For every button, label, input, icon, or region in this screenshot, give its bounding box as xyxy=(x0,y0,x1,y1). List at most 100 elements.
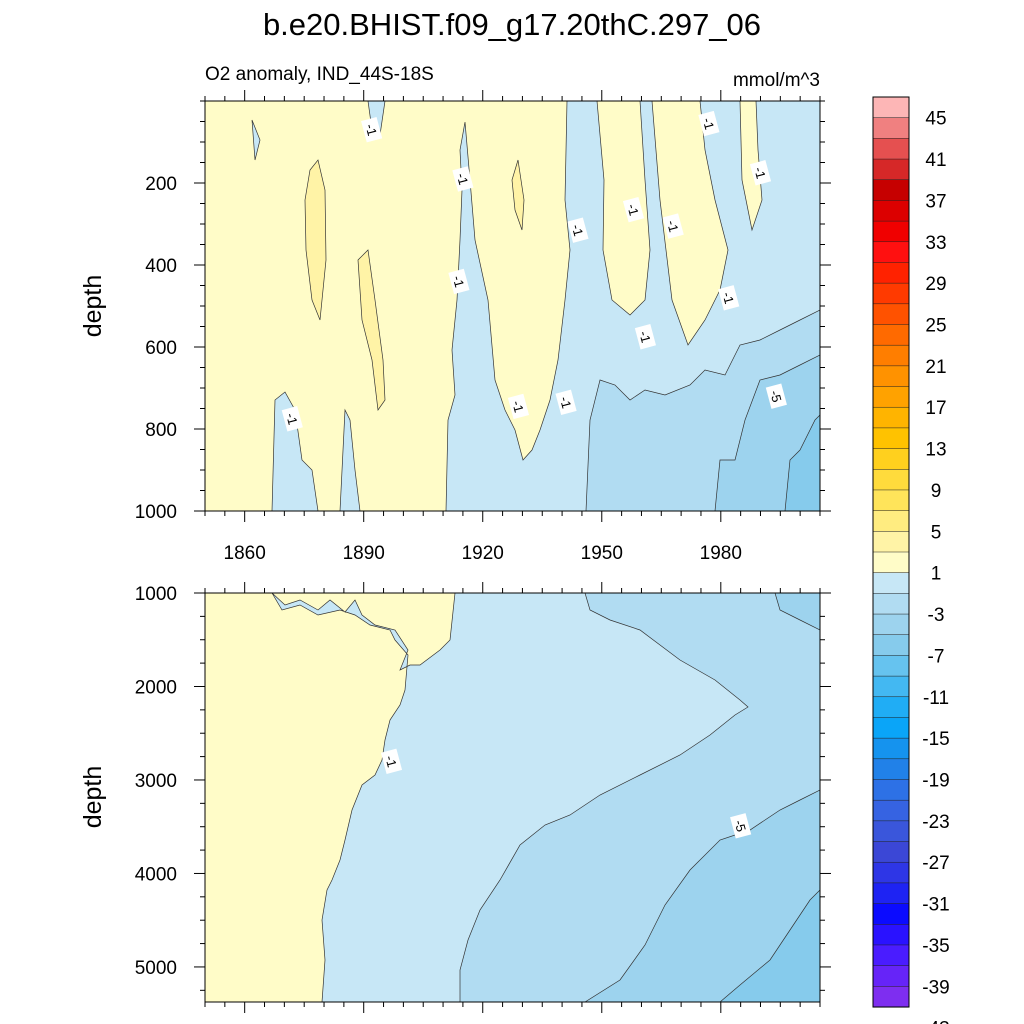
colorbar-swatch xyxy=(872,96,910,119)
upper-negative-intrusion xyxy=(271,391,319,511)
svg-text:-1: -1 xyxy=(382,754,399,769)
colorbar-swatch xyxy=(872,324,910,346)
colorbar-swatch xyxy=(872,924,910,946)
contour-label: -1 xyxy=(567,217,589,243)
svg-text:-1: -1 xyxy=(450,274,467,289)
colorbar-swatch xyxy=(872,717,910,739)
svg-text:-5: -5 xyxy=(767,389,784,404)
lower-negative-9-region xyxy=(774,593,820,631)
colorbar-swatch xyxy=(872,117,910,139)
lower-contour-labels: -1 -5 xyxy=(380,748,752,839)
contour-label: -1 xyxy=(507,393,530,420)
colorbar-swatch xyxy=(872,510,910,532)
colorbar-swatch xyxy=(872,365,910,388)
colorbar-label: 45 xyxy=(925,109,946,130)
svg-text:-1: -1 xyxy=(283,411,300,426)
colorbar-swatch xyxy=(872,655,910,677)
colorbar-swatch xyxy=(872,572,910,594)
y-tick-label: 800 xyxy=(145,420,177,441)
colorbar-swatch xyxy=(872,861,910,884)
colorbar-swatch xyxy=(872,903,910,925)
colorbar-label: 9 xyxy=(931,481,942,502)
colorbar-swatch xyxy=(872,613,910,636)
colorbar-label: 21 xyxy=(925,357,946,378)
contour-label: -1 xyxy=(448,268,470,295)
contour-label: -1 xyxy=(281,406,303,432)
colorbar-swatch xyxy=(872,489,910,512)
upper-negative-intrusion xyxy=(339,408,361,511)
x-tick-label: 1860 xyxy=(224,543,266,564)
lower-y-axis-label: depth xyxy=(79,766,107,829)
svg-text:-1: -1 xyxy=(751,165,768,180)
colorbar-swatch xyxy=(872,944,910,967)
lower-negative-13-region xyxy=(719,889,820,1002)
upper-negative-13-region xyxy=(784,414,820,511)
colorbar-swatch xyxy=(872,634,910,656)
colorbar-swatch xyxy=(872,448,910,470)
colorbar-label: -31 xyxy=(922,895,949,916)
colorbar: 45 41 37 33 29 25 21 17 13 9 5 1 -3 -7 -11 -15 -19 -23 -27… xyxy=(872,96,950,1024)
contour-label: -5 xyxy=(730,813,752,839)
y-tick-label: 3000 xyxy=(135,771,177,792)
colorbar-label: 37 xyxy=(925,191,946,212)
colorbar-swatch xyxy=(872,841,910,863)
y-tick-label: 4000 xyxy=(135,864,177,885)
colorbar-swatch xyxy=(872,696,910,719)
colorbar-label: -43 xyxy=(922,1019,949,1024)
colorbar-label: -23 xyxy=(922,812,949,833)
y-tick-label: 600 xyxy=(145,338,177,359)
svg-text:-1: -1 xyxy=(362,122,379,137)
colorbar-label: 17 xyxy=(925,398,946,419)
x-tick-label: 1890 xyxy=(343,543,385,564)
x-tick-label: 1980 xyxy=(700,543,742,564)
x-tick-label: 1920 xyxy=(462,543,504,564)
colorbar-swatch xyxy=(872,427,910,450)
colorbar-swatch xyxy=(872,344,910,367)
x-tick-label: 1950 xyxy=(581,543,623,564)
colorbar-swatch xyxy=(872,241,910,264)
colorbar-swatch xyxy=(872,986,910,1008)
colorbar-label: 13 xyxy=(925,440,946,461)
colorbar-label: -7 xyxy=(928,646,945,667)
lower-panel: 1000 2000 3000 4000 5000 depth -1 -5 xyxy=(79,582,831,1013)
colorbar-label: -11 xyxy=(923,688,949,709)
upper-positive-core xyxy=(357,249,386,411)
contour-label: -1 xyxy=(361,117,383,143)
colorbar-swatch xyxy=(872,386,910,408)
colorbar-swatch xyxy=(872,779,910,801)
contour-label: -1 xyxy=(555,389,577,416)
colorbar-label: 41 xyxy=(925,150,946,171)
colorbar-swatch xyxy=(872,138,910,160)
y-tick-label: 200 xyxy=(145,174,177,195)
colorbar-label: -15 xyxy=(922,729,949,750)
colorbar-swatch xyxy=(872,282,910,305)
colorbar-label: -19 xyxy=(922,771,949,792)
contour-label: -1 xyxy=(380,748,403,774)
upper-positive-tongue xyxy=(596,101,651,316)
contour-label: -1 xyxy=(634,324,656,350)
y-tick-label: 400 xyxy=(145,256,177,277)
colorbar-swatch xyxy=(872,965,910,987)
y-tick-label: 5000 xyxy=(135,958,177,979)
svg-text:-1: -1 xyxy=(636,329,653,344)
lower-plot-frame xyxy=(204,592,821,1003)
svg-text:-1: -1 xyxy=(557,395,574,410)
svg-text:-1: -1 xyxy=(664,219,681,234)
contour-label: -5 xyxy=(765,383,787,409)
svg-text:-1: -1 xyxy=(454,172,471,187)
colorbar-swatch xyxy=(872,799,910,822)
y-tick-label: 2000 xyxy=(135,677,177,698)
colorbar-swatch xyxy=(872,531,910,553)
contour-label: -1 xyxy=(622,196,645,223)
contour-label: -1 xyxy=(662,213,684,239)
colorbar-swatch xyxy=(872,758,910,781)
y-tick-label: 1000 xyxy=(135,584,177,605)
colorbar-label: 25 xyxy=(925,316,946,337)
contour-label: -1 xyxy=(749,160,772,186)
colorbar-label: -27 xyxy=(922,853,949,874)
chart-units: mmol/m^3 xyxy=(733,70,820,91)
upper-positive-core xyxy=(511,159,525,231)
lower-axis-ticks: 1000 2000 3000 4000 5000 xyxy=(135,582,831,1013)
colorbar-label: -35 xyxy=(922,936,949,957)
